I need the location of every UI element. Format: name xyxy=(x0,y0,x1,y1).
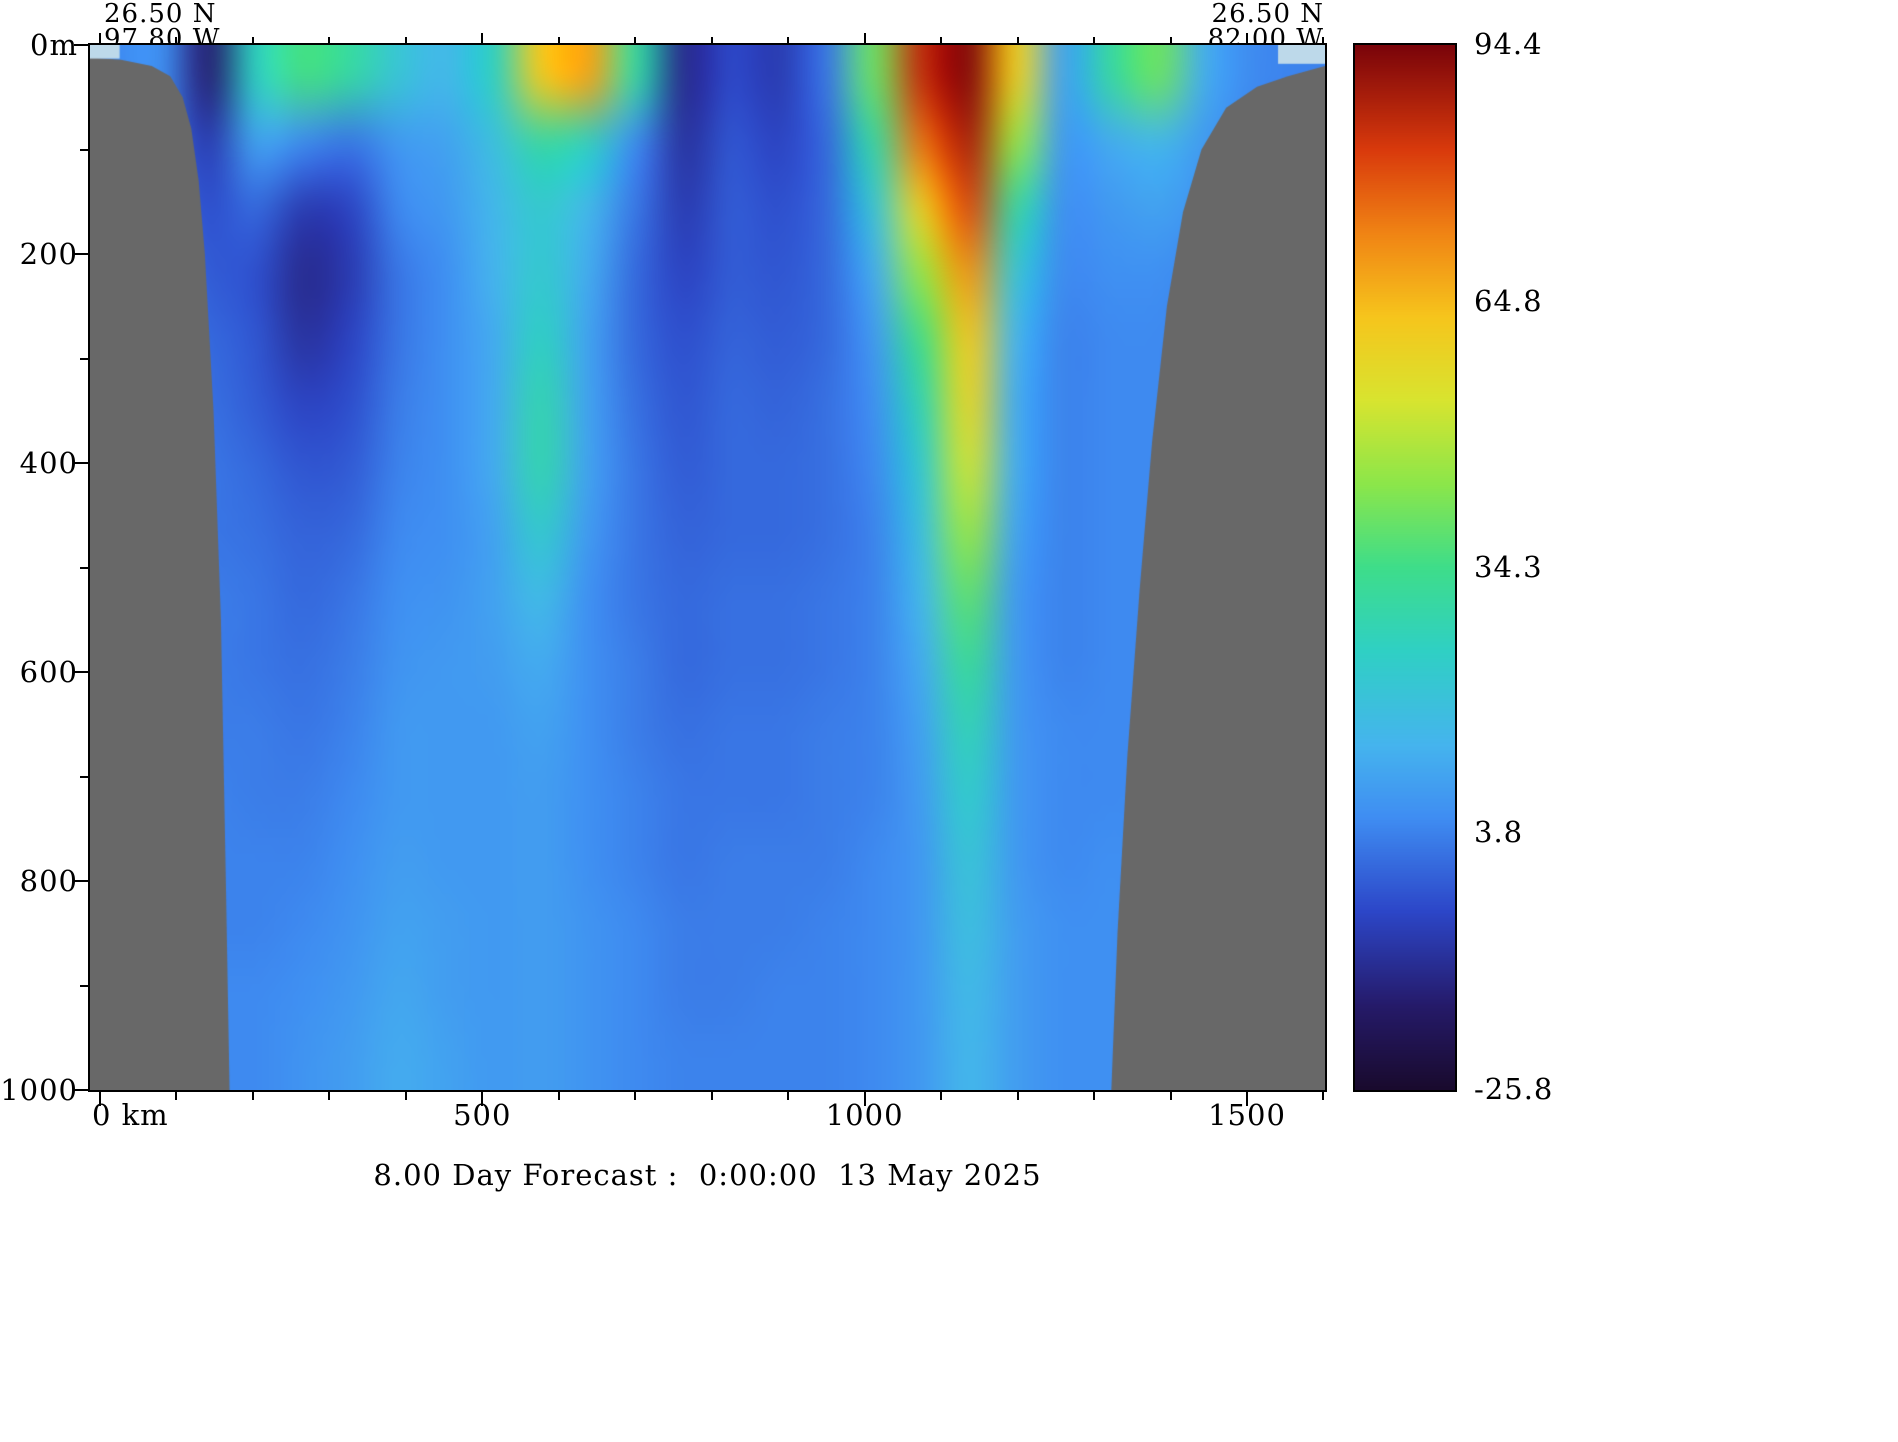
x-top-tick-mark xyxy=(710,37,713,43)
y-tick-mark xyxy=(74,44,88,46)
x-top-tick-mark xyxy=(863,33,866,43)
x-tick-mark xyxy=(328,1092,331,1100)
colorbar-tick-label: 94.4 xyxy=(1474,27,1543,61)
x-top-tick-mark xyxy=(634,37,637,43)
y-tick-mark xyxy=(74,1089,88,1091)
x-top-tick-mark xyxy=(1093,37,1096,43)
forecast-caption: 8.00 Day Forecast : 0:00:00 13 May 2025 xyxy=(373,1158,1042,1192)
y-tick-label: 1000 xyxy=(0,1073,78,1107)
plot-frame xyxy=(88,43,1327,1092)
colorbar-tick-label: -25.8 xyxy=(1474,1072,1554,1106)
x-tick-mark xyxy=(863,1092,866,1106)
x-top-tick-mark xyxy=(1016,37,1019,43)
x-tick-mark xyxy=(251,1092,254,1100)
x-top-tick-mark xyxy=(404,37,407,43)
y-tick-mark xyxy=(74,671,88,673)
y-tick-label: 600 xyxy=(19,655,78,689)
x-top-tick-mark xyxy=(98,33,101,43)
colorbar-frame xyxy=(1353,43,1457,1092)
x-tick-mark xyxy=(481,1092,484,1106)
y-tick-mark xyxy=(80,357,88,360)
y-tick-label: 800 xyxy=(19,864,78,898)
colorbar-tick-label: 34.3 xyxy=(1474,549,1543,584)
x-top-tick-mark xyxy=(175,37,178,43)
x-tick-mark xyxy=(175,1092,178,1100)
x-top-tick-mark xyxy=(557,37,560,43)
x-tick-label: 1000 xyxy=(825,1098,904,1132)
y-tick-label: 400 xyxy=(19,446,78,480)
x-tick-mark xyxy=(1169,1092,1172,1100)
x-top-tick-mark xyxy=(940,37,943,43)
x-top-tick-mark xyxy=(481,33,484,43)
x-top-tick-mark xyxy=(1322,37,1325,43)
x-tick-mark xyxy=(404,1092,407,1100)
y-tick-mark xyxy=(80,148,88,151)
y-tick-label: 0m xyxy=(30,28,78,62)
top-right-latitude: 26.50 N xyxy=(1211,0,1324,29)
top-left-coordinates: 26.50 N 97.80 W xyxy=(104,0,220,52)
x-top-tick-mark xyxy=(1169,37,1172,43)
x-tick-mark xyxy=(1093,1092,1096,1100)
colorbar-tick-label: 64.8 xyxy=(1474,284,1543,319)
x-tick-mark xyxy=(98,1092,101,1106)
y-tick-mark xyxy=(74,880,88,882)
section-heatmap-canvas xyxy=(90,45,1325,1090)
x-tick-mark xyxy=(634,1092,637,1100)
x-top-tick-mark xyxy=(328,37,331,43)
x-tick-mark xyxy=(1016,1092,1019,1100)
x-top-tick-mark xyxy=(251,37,254,43)
x-tick-mark xyxy=(1322,1092,1325,1100)
y-tick-mark xyxy=(80,775,88,778)
x-tick-label: 500 xyxy=(453,1098,512,1132)
y-tick-label: 200 xyxy=(19,237,78,271)
colorbar-canvas xyxy=(1355,45,1455,1090)
x-tick-mark xyxy=(710,1092,713,1100)
x-tick-label: 0 km xyxy=(91,1098,169,1132)
y-tick-mark xyxy=(80,566,88,569)
x-top-tick-mark xyxy=(1246,33,1248,43)
y-tick-mark xyxy=(74,253,88,255)
x-tick-mark xyxy=(557,1092,560,1100)
colorbar-tick-label: 3.8 xyxy=(1474,814,1524,849)
y-tick-mark xyxy=(74,462,88,464)
x-tick-mark xyxy=(1246,1092,1248,1106)
x-top-tick-mark xyxy=(787,37,790,43)
y-tick-mark xyxy=(80,984,88,987)
x-tick-mark xyxy=(940,1092,943,1100)
x-tick-label: 1500 xyxy=(1208,1098,1286,1132)
top-left-latitude: 26.50 N xyxy=(104,0,217,29)
x-tick-mark xyxy=(787,1092,790,1100)
